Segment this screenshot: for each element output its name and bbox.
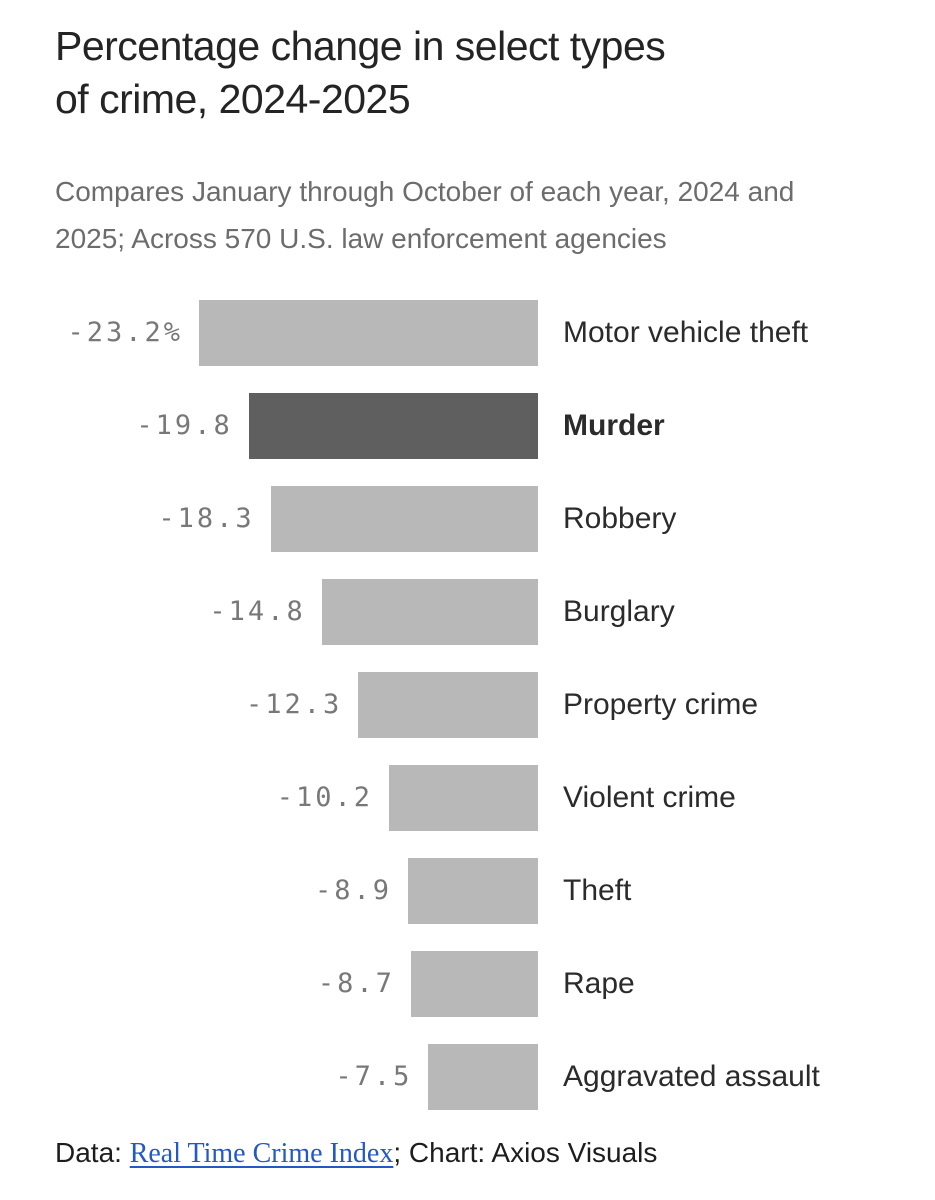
chart-row: -14.8 Burglary [55,565,880,658]
bar-area: -18.3 [55,472,538,565]
bar [321,578,538,645]
bar [248,392,538,459]
bar-category-label: Motor vehicle theft [563,315,809,349]
bar [408,857,538,924]
bar-value-label: -7.5 [335,1061,413,1092]
bar [428,1043,538,1110]
bar-value-label: -8.9 [314,875,392,906]
chart-row: -18.3 Robbery [55,472,880,565]
chart-row: -10.2 Violent crime [55,751,880,844]
bar-area: -10.2 [55,751,538,844]
chart-subtitle: Compares January through October of each… [55,168,880,262]
bar-area: -8.7 [55,937,538,1030]
source-line: Data: Real Time Crime Index; Chart: Axio… [55,1137,880,1170]
page-title: Percentage change in select types of crim… [55,20,880,126]
bar-value-label: -23.2% [67,317,183,348]
chart-subtitle-line-1: Compares January through October of each… [55,176,795,207]
source-link[interactable]: Real Time Crime Index [129,1138,394,1169]
bar-value-label: -18.3 [158,503,255,534]
bar-category-label: Robbery [563,501,677,535]
bar-area: -23.2% [55,286,538,379]
bar-category-label: Aggravated assault [563,1059,820,1093]
page-title-line-1: Percentage change in select types [55,23,666,69]
bar [410,950,538,1017]
bar [199,299,538,366]
chart-credit: ; Chart: Axios Visuals [393,1137,658,1168]
bar-value-label: -8.7 [317,968,395,999]
chart-row: -7.5 Aggravated assault [55,1030,880,1123]
bar-category-label: Rape [563,966,635,1000]
bar-value-label: -19.8 [136,410,233,441]
bar-category-label: Property crime [563,687,759,721]
page-title-line-2: of crime, 2024-2025 [55,76,411,122]
bar-area: -12.3 [55,658,538,751]
bar-area: -19.8 [55,379,538,472]
bar-category-label: Violent crime [563,780,736,814]
chart-row: -19.8 Murder [55,379,880,472]
bar-category-label: Murder [563,408,665,442]
chart-row: -12.3 Property crime [55,658,880,751]
bar-chart: -23.2% Motor vehicle theft -19.8 Murder -18.… [55,286,880,1123]
chart-row: -23.2% Motor vehicle theft [55,286,880,379]
chart-row: -8.9 Theft [55,844,880,937]
bar [270,485,538,552]
data-prefix: Data: [55,1137,130,1168]
bar-category-label: Theft [563,873,632,907]
bar [389,764,538,831]
bar-value-label: -12.3 [246,689,343,720]
chart-subtitle-line-2: 2025; Across 570 U.S. law enforcement ag… [55,223,667,254]
bar-area: -8.9 [55,844,538,937]
bar-value-label: -10.2 [276,782,373,813]
bar [358,671,538,738]
chart-row: -8.7 Rape [55,937,880,1030]
bar-area: -14.8 [55,565,538,658]
bar-category-label: Burglary [563,594,675,628]
bar-area: -7.5 [55,1030,538,1123]
bar-value-label: -14.8 [209,596,306,627]
